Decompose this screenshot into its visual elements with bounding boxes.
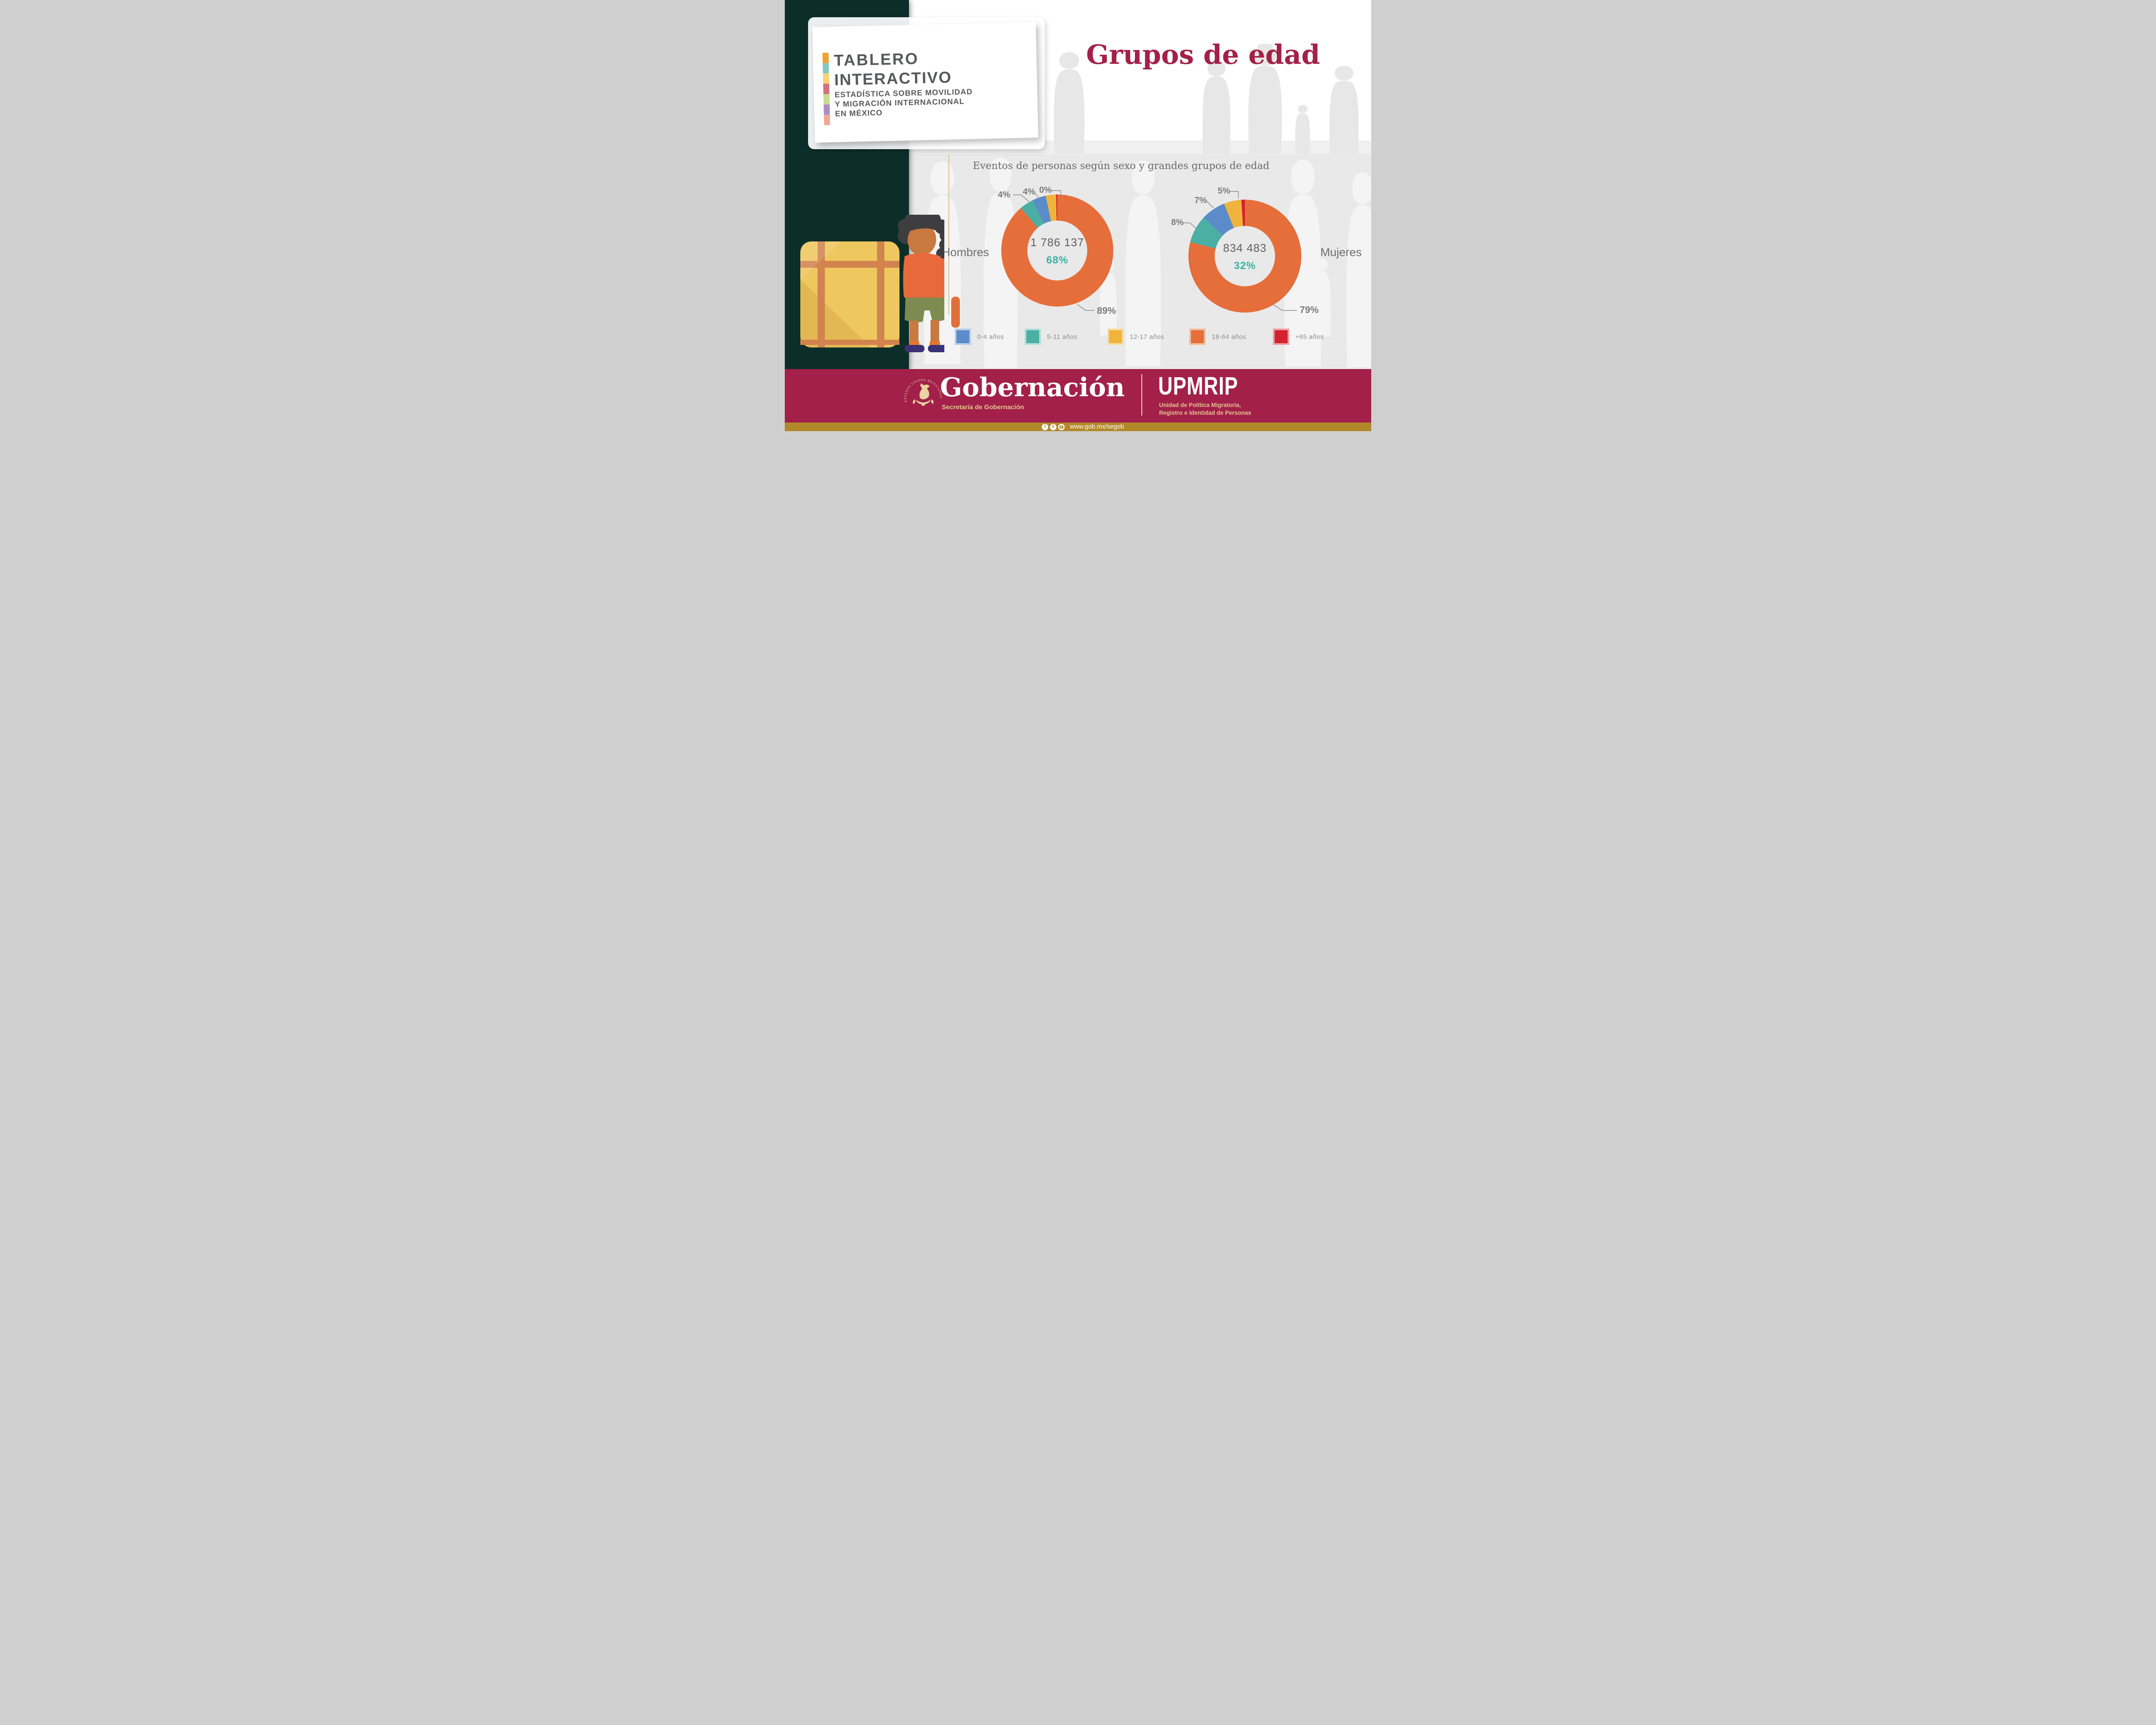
chart-title: Eventos de personas según sexo y grandes…: [973, 160, 1269, 172]
slice-label-m-18-64: 79%: [1300, 304, 1319, 315]
upmrip-subtitle-line1: Unidad de Política Migratoria,: [1159, 402, 1241, 408]
total-mujeres: 834 483: [1223, 241, 1267, 254]
legend-label-65: +65 años: [1295, 333, 1324, 341]
doorframe-line: [948, 154, 950, 315]
legend-swatch-12-17: [1107, 329, 1124, 345]
legend-swatch-65: [1273, 329, 1289, 345]
people-silhouettes-panel: [924, 154, 1371, 369]
upmrip-wordmark: UPMRIP: [1158, 372, 1238, 400]
logo-title-line1: TABLERO: [834, 50, 919, 69]
legend-item-12-17[interactable]: 12-17 años: [1107, 329, 1164, 345]
footer-divider: [1141, 374, 1142, 416]
legend-label-0-4: 0-4 años: [977, 333, 1004, 341]
slice-label-m-0-4: 7%: [1194, 196, 1207, 205]
upmrip-subtitle-line2: Registro e Identidad de Personas: [1159, 410, 1251, 416]
logo-title-line2: INTERACTIVO: [834, 68, 952, 89]
share-mujeres: 32%: [1234, 260, 1256, 272]
x-icon[interactable]: X: [1050, 423, 1056, 430]
youtube-icon[interactable]: [1058, 423, 1065, 430]
slice-label-h-18-64: 89%: [1097, 305, 1116, 316]
legend-label-12-17: 12-17 años: [1130, 333, 1165, 341]
kid-with-luggage-illustration: [800, 215, 944, 352]
legend-label-5-11: 5-11 años: [1047, 333, 1078, 341]
people-silhouettes-top: [848, 28, 1359, 154]
segob-url[interactable]: www.gob.mx/segob: [1070, 423, 1124, 430]
total-hombres: 1 786 137: [1030, 236, 1084, 249]
orange-bag-silhouette: [951, 297, 960, 328]
logo-card: TABLERO INTERACTIVO ESTADÍSTICA SOBRE MO…: [812, 22, 1038, 143]
mexico-seal-icon: ESTADOS UNIDOS MEXICANOS: [903, 378, 943, 406]
slice-label-h-65: 0%: [1039, 185, 1052, 195]
secretaria-subtitle: Secretaría de Gobernación: [942, 404, 1024, 411]
legend-item-18-64[interactable]: 18-64 años: [1189, 329, 1246, 345]
logo-subtitle-line3: EN MÉXICO: [835, 108, 883, 118]
share-hombres: 68%: [1046, 254, 1069, 266]
gobernacion-wordmark: Gobernación: [940, 373, 1125, 403]
legend-label-18-64: 18-64 años: [1212, 333, 1247, 341]
color-strip-icon: [822, 53, 830, 125]
legend-swatch-18-64: [1189, 329, 1206, 345]
label-mujeres: Mujeres: [1320, 246, 1362, 259]
legend-swatch-0-4: [955, 329, 971, 345]
infographic-slide: TABLERO INTERACTIVO ESTADÍSTICA SOBRE MO…: [785, 0, 1371, 431]
slice-label-m-12-17: 5%: [1218, 186, 1230, 196]
page-title: Grupos de edad: [1086, 39, 1320, 70]
legend-item-0-4[interactable]: 0-4 años: [955, 329, 1004, 345]
legend-item-5-11[interactable]: 5-11 años: [1025, 329, 1077, 345]
facebook-icon[interactable]: f: [1042, 423, 1048, 430]
legend-swatch-5-11: [1025, 329, 1041, 345]
donut-chart-hombres[interactable]: [1001, 194, 1113, 307]
donut-chart-mujeres[interactable]: [1188, 200, 1301, 313]
legend-item-65[interactable]: +65 años: [1273, 329, 1324, 345]
slice-label-h-0-4: 4%: [1023, 187, 1035, 197]
social-links: f X www.gob.mx/segob: [1042, 423, 1124, 430]
bottom-gold-bar: [785, 423, 1371, 431]
slice-label-m-5-11: 8%: [1171, 218, 1184, 227]
footer-band: [785, 369, 1371, 423]
label-hombres: Hombres: [942, 246, 989, 259]
slice-label-h-5-11: 4%: [998, 190, 1010, 200]
